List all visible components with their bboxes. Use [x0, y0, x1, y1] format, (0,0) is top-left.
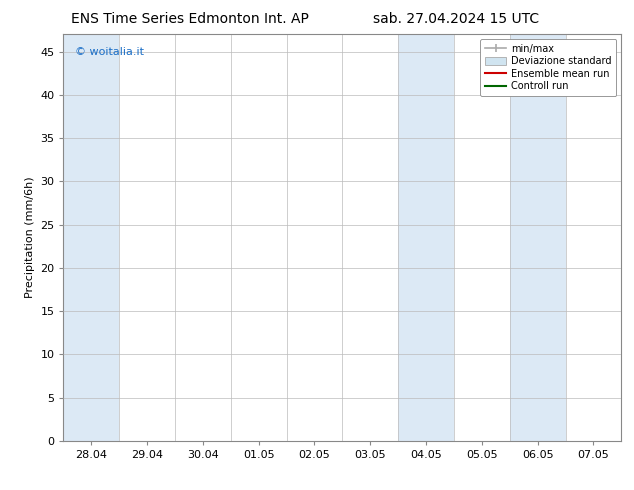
Legend: min/max, Deviazione standard, Ensemble mean run, Controll run: min/max, Deviazione standard, Ensemble m…: [480, 39, 616, 96]
Text: sab. 27.04.2024 15 UTC: sab. 27.04.2024 15 UTC: [373, 12, 540, 26]
Text: ENS Time Series Edmonton Int. AP: ENS Time Series Edmonton Int. AP: [71, 12, 309, 26]
Bar: [398, 34, 454, 441]
Y-axis label: Precipitation (mm/6h): Precipitation (mm/6h): [25, 177, 35, 298]
Bar: [510, 34, 566, 441]
Text: © woitalia.it: © woitalia.it: [75, 47, 143, 56]
Bar: [63, 34, 119, 441]
